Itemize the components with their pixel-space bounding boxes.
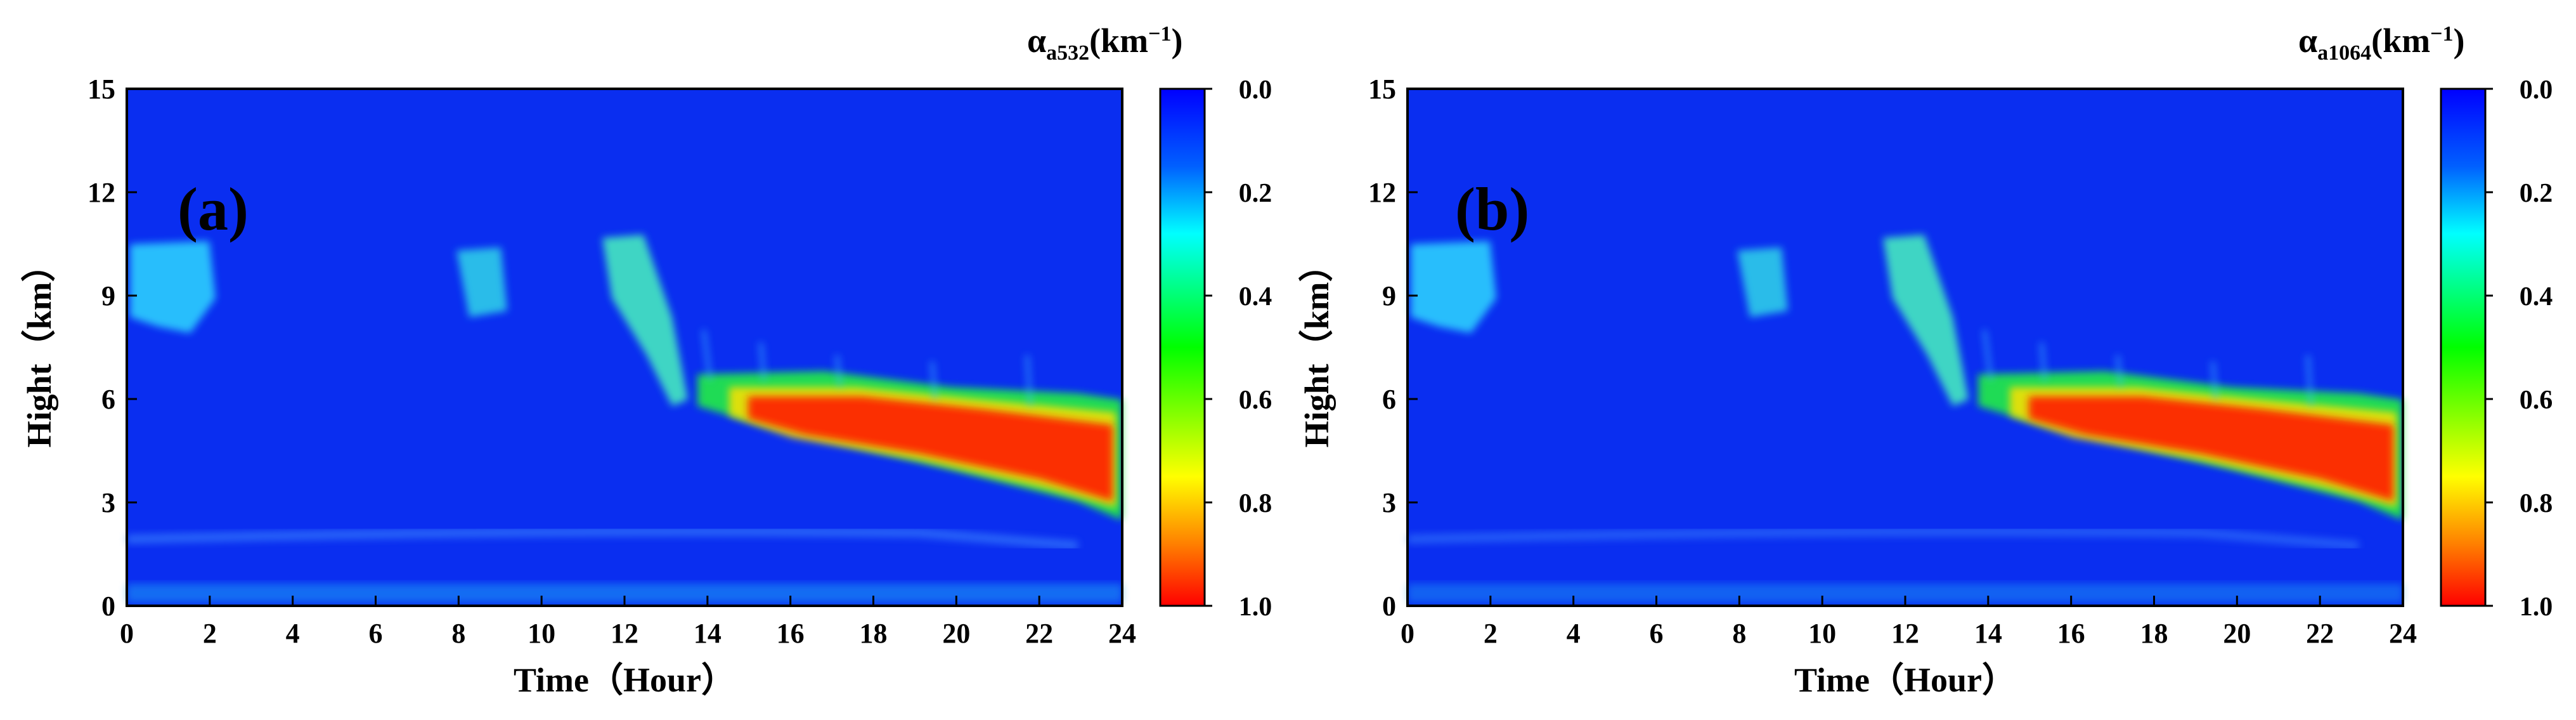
colorbar-tick-label: 0.0 [2520, 75, 2553, 105]
x-tick-label: 18 [2140, 618, 2168, 649]
y-tick-label: 0 [1382, 591, 1396, 622]
y-tick-label: 15 [87, 74, 115, 105]
colorbar-unit-b: (km [2371, 22, 2430, 60]
heatmap-features-a [126, 235, 1122, 603]
x-tick-label: 12 [1891, 618, 1919, 649]
x-tick-label: 4 [1567, 618, 1581, 649]
x-axis-b: 0 2 4 6 8 10 12 14 16 18 20 22 24 [1401, 596, 2417, 649]
y-axis-label-b: Hight（km） [1298, 247, 1336, 447]
colorbar-unit-exp-a: −1 [1148, 22, 1171, 46]
colorbar-title-a: αa532(km−1) [1027, 22, 1183, 65]
x-axis-label-b: Time（Hour） [1794, 661, 2016, 699]
colorbar-tick-label: 0.2 [1239, 179, 1272, 208]
y-axis-a: 0 3 6 9 12 15 [87, 74, 137, 622]
x-tick-label: 24 [1108, 618, 1136, 649]
x-axis-label-a: Time（Hour） [514, 661, 735, 699]
x-tick-label: 2 [1484, 618, 1498, 649]
x-tick-label: 2 [203, 618, 217, 649]
y-tick-label: 9 [101, 280, 115, 311]
colorbar-tick-label: 1.0 [2520, 592, 2553, 622]
colorbar-unit-close-a: ) [1172, 22, 1183, 60]
feature-cirrus-early [1411, 241, 1496, 333]
plot-area-b [1406, 88, 2404, 607]
y-tick-label: 3 [1382, 487, 1396, 518]
x-tick-label: 0 [120, 618, 134, 649]
x-tick-label: 14 [1974, 618, 2002, 649]
feature-cirrus-mid [456, 247, 507, 317]
panel-label-b: (b) [1455, 175, 1529, 243]
y-tick-label: 0 [101, 591, 115, 622]
feature-descending-cloud [602, 235, 688, 406]
feature-fallstreaks [702, 329, 1032, 407]
feature-cloud-layer-core [748, 396, 1113, 501]
feature-cirrus-early [130, 241, 216, 333]
x-tick-label: 4 [286, 618, 300, 649]
x-tick-label: 8 [451, 618, 465, 649]
x-tick-label: 12 [611, 618, 638, 649]
y-axis-b: 0 3 6 9 12 15 [1368, 74, 1418, 622]
x-tick-label: 14 [694, 618, 722, 649]
x-tick-label: 20 [942, 618, 970, 649]
x-tick-label: 16 [2057, 618, 2085, 649]
colorbar-tick-label: 0.0 [1239, 75, 1272, 105]
feature-residual-layer [1407, 527, 2359, 550]
feature-descending-cloud [1883, 235, 1969, 406]
x-tick-label: 8 [1732, 618, 1746, 649]
colorbar-a: 0.0 0.2 0.4 0.6 0.8 1.0 αa532(km−1) [1027, 22, 1272, 622]
colorbar-tick-label: 0.4 [2520, 282, 2553, 311]
x-tick-label: 20 [2223, 618, 2251, 649]
x-axis-a: 0 2 4 6 8 10 12 14 16 18 20 22 24 [120, 596, 1136, 649]
colorbar-symbol-b: α [2298, 22, 2317, 60]
x-tick-label: 6 [369, 618, 383, 649]
colorbar-unit-close-b: ) [2454, 22, 2465, 60]
x-tick-label: 22 [1025, 618, 1053, 649]
colorbar-tick-label: 0.8 [1239, 489, 1272, 518]
feature-residual-layer [126, 527, 1078, 550]
x-tick-label: 10 [1808, 618, 1836, 649]
feature-cirrus-mid [1737, 247, 1788, 317]
panel-label-a: (a) [178, 175, 249, 243]
x-tick-label: 10 [527, 618, 555, 649]
y-axis-label-a: Hight（km） [20, 247, 58, 447]
y-tick-label: 12 [1368, 177, 1396, 208]
colorbar-symbol-a: α [1027, 22, 1046, 60]
x-tick-label: 6 [1650, 618, 1664, 649]
colorbar-tick-label: 0.6 [1239, 386, 1272, 415]
y-tick-label: 12 [87, 177, 115, 208]
colorbar-subscript-a: a532 [1046, 41, 1089, 65]
colorbar-tick-label: 1.0 [1239, 592, 1272, 622]
feature-fallstreaks [1983, 329, 2313, 407]
y-tick-label: 3 [101, 487, 115, 518]
colorbar-unit-a: (km [1089, 22, 1148, 60]
y-tick-label: 6 [1382, 384, 1396, 415]
x-tick-label: 22 [2306, 618, 2334, 649]
colorbar-gradient-b [2440, 88, 2487, 607]
colorbar-tick-label: 0.4 [1239, 282, 1272, 311]
colorbar-b: 0.0 0.2 0.4 0.6 0.8 1.0 αa1064(km−1) [2298, 22, 2553, 622]
colorbar-gradient-a [1159, 88, 1206, 607]
y-tick-label: 9 [1382, 280, 1396, 311]
y-tick-label: 6 [101, 384, 115, 415]
colorbar-tick-label: 0.2 [2520, 179, 2553, 208]
y-tick-label: 15 [1368, 74, 1396, 105]
colorbar-title-b: αa1064(km−1) [2298, 22, 2465, 65]
x-tick-label: 24 [2389, 618, 2417, 649]
plot-area-a [126, 88, 1123, 607]
x-tick-label: 16 [777, 618, 805, 649]
x-tick-label: 0 [1401, 618, 1414, 649]
x-tick-label: 18 [860, 618, 888, 649]
colorbar-tick-label: 0.8 [2520, 489, 2553, 518]
colorbar-tick-label: 0.6 [2520, 386, 2553, 415]
colorbar-unit-exp-b: −1 [2430, 22, 2453, 46]
colorbar-subscript-b: a1064 [2317, 41, 2371, 65]
feature-cloud-layer-core [2029, 396, 2393, 501]
